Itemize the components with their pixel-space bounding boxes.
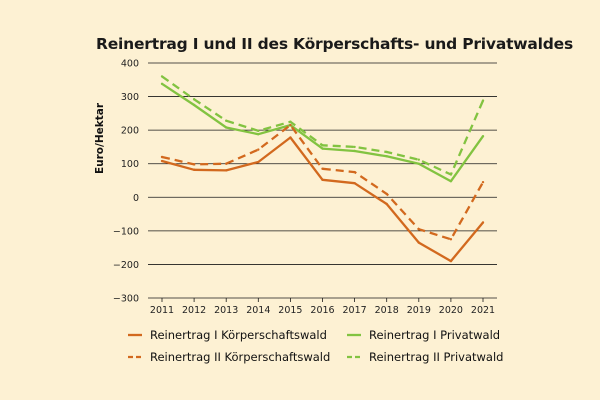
y-tick-label: 200	[121, 126, 139, 137]
x-tick-label: 2012	[182, 305, 206, 316]
data-point	[257, 129, 260, 133]
data-point	[192, 98, 196, 101]
legend: Reinertrag I Körperschaftswald Reinertrag…	[128, 328, 503, 364]
data-point	[417, 158, 420, 161]
x-tick-label: 2011	[150, 305, 174, 316]
y-axis-label: Euro/Hektar	[94, 102, 106, 174]
data-point	[385, 150, 388, 154]
data-point	[257, 132, 260, 136]
x-tick-label: 2016	[310, 305, 334, 316]
data-point	[225, 126, 228, 129]
data-point	[257, 148, 260, 151]
x-tick-label: 2019	[407, 305, 431, 316]
x-tick-label: 2014	[246, 305, 270, 316]
y-tick-label: −300	[113, 294, 139, 305]
data-point	[449, 173, 453, 176]
data-point	[385, 192, 388, 196]
data-point	[353, 181, 356, 185]
data-point	[160, 155, 164, 159]
x-tick-label: 2021	[471, 305, 495, 316]
data-point	[481, 99, 485, 102]
data-point	[449, 259, 453, 263]
data-point	[385, 155, 388, 158]
data-point	[289, 120, 292, 123]
data-point	[481, 221, 485, 224]
data-point	[417, 162, 420, 165]
x-tick-label: 2020	[439, 305, 463, 316]
data-point	[449, 179, 453, 183]
axis-layer: 400 300 200 100 0 −100 −200 −300 Euro/Hektar 2011…	[94, 59, 495, 317]
data-point	[417, 227, 420, 231]
data-point	[321, 147, 324, 150]
data-point	[321, 167, 324, 170]
chart-title: Reinertrag I und II des Körperschafts- u…	[96, 35, 574, 53]
x-tick-label: 2013	[214, 305, 238, 316]
x-tick-label: 2015	[278, 305, 302, 316]
data-point	[481, 134, 485, 138]
data-point	[449, 238, 453, 241]
y-tick-label: 400	[121, 59, 139, 70]
data-point	[353, 149, 356, 153]
y-tick-label: 100	[121, 159, 139, 170]
data-point	[160, 159, 164, 163]
grid-layer	[148, 62, 497, 299]
series-line-3	[161, 123, 485, 241]
data-point	[321, 178, 324, 182]
data-point	[225, 169, 228, 172]
data-point	[289, 136, 292, 139]
data-point	[321, 144, 324, 147]
y-tick-label: 300	[121, 92, 139, 103]
data-point	[417, 241, 420, 244]
data-point	[257, 160, 260, 164]
data-point	[160, 75, 164, 78]
y-tick-label: −200	[113, 260, 139, 271]
data-point	[160, 82, 164, 86]
data-point	[481, 180, 485, 184]
y-tick-label: 0	[133, 193, 139, 204]
legend-label: Reinertrag I Körperschaftswald	[150, 328, 327, 342]
series-line-1	[161, 136, 484, 263]
data-point	[353, 170, 356, 174]
y-tick-label: −100	[113, 226, 139, 237]
data-point	[192, 103, 196, 107]
x-tick-label: 2017	[343, 305, 367, 316]
data-point	[192, 168, 196, 171]
legend-label: Reinertrag I Privatwald	[369, 328, 500, 342]
data-point	[353, 145, 356, 149]
x-tick-label: 2018	[375, 305, 399, 316]
data-point	[225, 119, 228, 122]
series-layer	[160, 75, 485, 263]
data-point	[225, 162, 228, 165]
series-line-4	[161, 75, 485, 176]
legend-label: Reinertrag II Körperschaftswald	[150, 350, 330, 364]
data-point	[289, 123, 292, 127]
data-point	[385, 202, 388, 206]
legend-label: Reinertrag II Privatwald	[369, 350, 503, 364]
data-point	[192, 163, 196, 166]
